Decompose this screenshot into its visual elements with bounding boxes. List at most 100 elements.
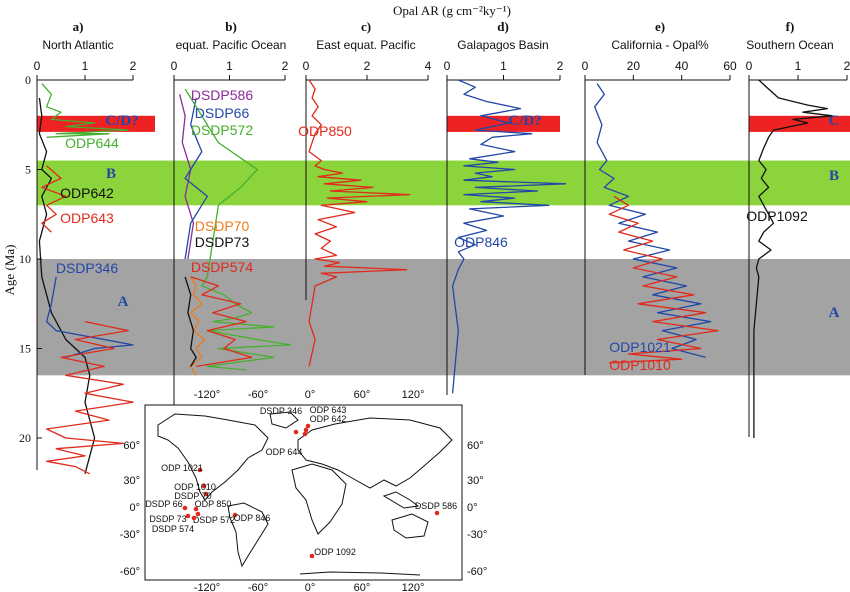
site-label-odp643: ODP643 [60, 210, 114, 226]
x-tick-label: 1 [500, 59, 507, 73]
series-dsdp610 [45, 320, 134, 475]
map-site-label: ODP 1021 [161, 463, 203, 473]
band-label-c: C [829, 113, 840, 129]
site-label-dsdp73: DSDP73 [195, 234, 250, 250]
map-site-marker [201, 483, 207, 489]
x-tick-label: 20 [627, 59, 641, 73]
panel-letter: e) [655, 19, 665, 34]
map-site-marker [303, 427, 309, 433]
series-dsdp73 [184, 276, 197, 367]
map-site-label: DSDP 572 [193, 515, 235, 525]
antarctica [299, 571, 421, 576]
world-map: -120° -120° -60° -60° 0° 0° 60° 60° 120° 120° 60° 6… [120, 389, 488, 592]
map-site-marker [293, 429, 299, 435]
map-lon-bottom: 0° [305, 582, 316, 592]
map-site-marker [197, 467, 203, 473]
map-site-label: DSDP 66 [145, 499, 182, 509]
map-site-marker [191, 515, 197, 521]
map-lat-right: -60° [467, 566, 487, 578]
series-dsdp66 [184, 97, 208, 260]
site-label-odp846: ODP846 [454, 234, 508, 250]
site-label-dsdp574: DSDP574 [191, 259, 253, 275]
series-odp1010 [608, 195, 719, 364]
panel-title: equat. Pacific Ocean [176, 38, 287, 52]
site-label-dsdp346: DSDP346 [56, 260, 118, 276]
map-lon-bottom: 60° [354, 582, 371, 592]
map-labels: -120° -120° -60° -60° 0° 0° 60° 60° 120° 120° 60° 6… [120, 389, 488, 592]
map-site-label: ODP 850 [195, 499, 232, 509]
x-tick-label: 1 [795, 59, 802, 73]
eurasia [297, 417, 453, 489]
y-tick-label: 0 [25, 73, 31, 87]
series-odp846 [451, 79, 567, 394]
map-lat-left: -60° [120, 566, 140, 578]
panel-d: d) Galapagos Basin 0 1 2 ODP846 C/D? [444, 19, 567, 395]
y-axis-label: Age (Ma) [2, 245, 17, 296]
x-tick-label: 40 [675, 59, 689, 73]
map-lat-left: -30° [120, 529, 140, 541]
y-tick-label: 20 [19, 431, 31, 445]
map-site-label: ODP 1092 [314, 547, 356, 557]
map-lon-bottom: -120° [194, 582, 220, 592]
map-site-marker [309, 553, 315, 559]
site-label-odp642: ODP642 [60, 185, 114, 201]
x-tick-label: 1 [226, 59, 233, 73]
panel-title: North Atlantic [42, 38, 113, 52]
map-site-label: DSDP 574 [152, 524, 194, 534]
map-site-marker [195, 511, 201, 517]
map-site-label: DSDP 70 [174, 491, 211, 501]
x-tick-label: 0 [171, 59, 178, 73]
panel-letter: b) [225, 19, 237, 34]
series-odp850 [308, 79, 411, 367]
map-lon-top: -60° [248, 389, 268, 401]
map-lat-right: -30° [467, 529, 487, 541]
map-site-marker [305, 423, 311, 429]
south-america [227, 502, 269, 568]
map-site-label: ODP 644 [266, 447, 303, 457]
band-label-a: A [118, 294, 129, 310]
panel-title: California - Opal% [611, 38, 709, 52]
x-tick-label: 2 [282, 59, 289, 73]
map-lat-right: 30° [467, 475, 484, 487]
map-lat-left: 0° [129, 502, 140, 514]
map-lon-bottom: 120° [402, 582, 425, 592]
series-dsdp70 [190, 276, 206, 376]
x-tick-label: 2 [364, 59, 371, 73]
band-c-0 [37, 115, 155, 132]
map-lat-left: 30° [123, 475, 140, 487]
band-label-c: C/D? [105, 113, 138, 129]
x-tick-label: 2 [844, 59, 850, 73]
x-tick-label: 0 [303, 59, 310, 73]
site-label-odp644: ODP644 [65, 135, 119, 151]
band-label-a: A [829, 305, 840, 321]
series-odp1092 [753, 79, 833, 438]
greenland [269, 411, 299, 429]
map-site-label: ODP 642 [310, 414, 347, 424]
x-tick-label: 0 [746, 59, 753, 73]
coastlines [157, 411, 453, 576]
panel-title: East equat. Pacific [316, 38, 415, 52]
band-b-0 [37, 160, 850, 206]
x-tick-label: 4 [425, 59, 432, 73]
map-lat-right: 0° [467, 502, 478, 514]
series-odp1021 [594, 83, 712, 359]
indonesia [382, 491, 420, 509]
map-site-marker [302, 431, 308, 437]
map-lon-bottom: -60° [248, 582, 268, 592]
series-odp643 [41, 165, 67, 233]
site-label-odp850: ODP850 [298, 123, 352, 139]
figure-title: Opal AR (g cm⁻²ky⁻¹) [393, 3, 511, 18]
panel-c: c) East equat. Pacific 0 2 4 ODP850 [298, 19, 432, 367]
north-america [157, 413, 269, 501]
australia [391, 513, 429, 539]
x-tick-label: 0 [444, 59, 451, 73]
band-label-c: C/D? [508, 113, 541, 129]
site-label-odp1092: ODP1092 [746, 208, 808, 224]
series-dsdp574 [190, 276, 253, 368]
map-site-label: DSDP 346 [260, 406, 302, 416]
band-c-2 [749, 115, 850, 132]
x-tick-label: 2 [130, 59, 137, 73]
